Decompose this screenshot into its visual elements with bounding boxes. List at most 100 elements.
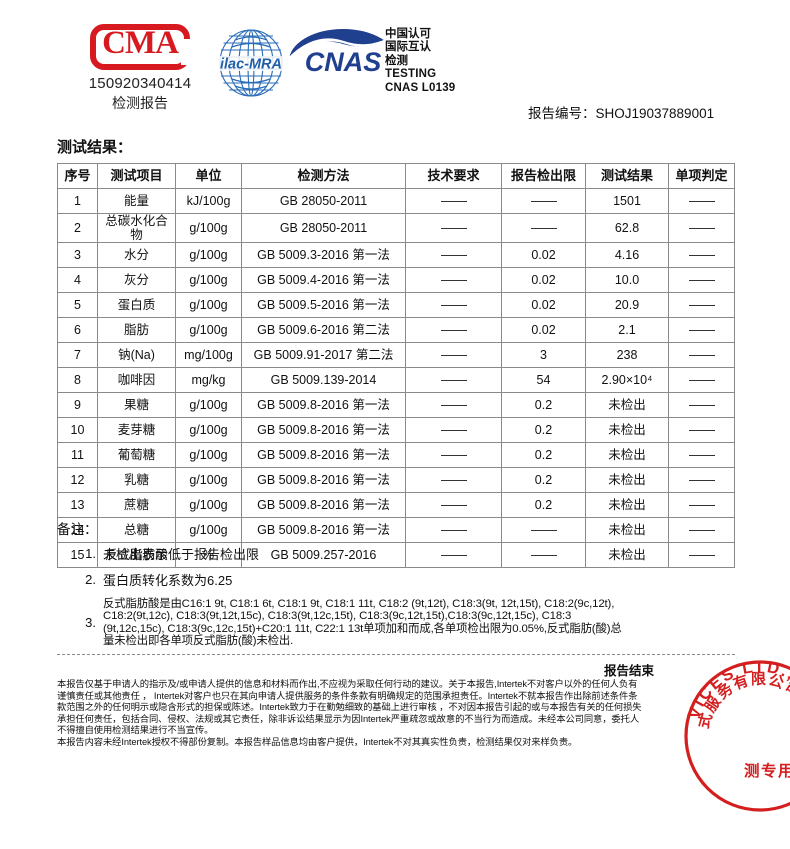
col-header-method: 检测方法 [241, 163, 406, 189]
col-header-no: 序号 [57, 163, 98, 189]
dash-mark [688, 555, 715, 557]
cma-certificate-number: 150920340414 [88, 75, 192, 92]
dash-mark [688, 201, 715, 203]
cell-no: 7 [57, 342, 98, 368]
remark-1-number: 1. [85, 546, 96, 561]
cell-result: 未检出 [585, 442, 669, 468]
cell-unit: g/100g [175, 442, 242, 468]
dash-mark [440, 228, 467, 230]
cnas-text: CNAS [305, 47, 382, 77]
table-row: 6 脂肪 g/100g GB 5009.6-2016 第二法 0.02 2.1 [57, 317, 735, 343]
col-header-requirement: 技术要求 [405, 163, 502, 189]
remarks-title: 备注： [57, 522, 98, 537]
cell-unit: g/100g [175, 517, 242, 543]
cell-verdict [668, 342, 735, 368]
cell-requirement [405, 342, 502, 368]
remarks-section: 备注： 1. 未检出表示低于报告检出限 2. 蛋白质转化系数为6.25 3. 反… [57, 518, 747, 657]
remark-2-text: 蛋白质转化系数为6.25 [103, 573, 233, 588]
cell-result: 未检出 [585, 492, 669, 518]
dash-mark [530, 530, 557, 532]
col-header-result: 测试结果 [585, 163, 669, 189]
table-row: 13 蔗糖 g/100g GB 5009.8-2016 第一法 0.2 未检出 [57, 492, 735, 518]
cell-verdict [668, 317, 735, 343]
cell-unit: g/100g [175, 492, 242, 518]
test-results-table: 序号 测试项目 单位 检测方法 技术要求 报告检出限 测试结果 单项判定 1 能量… [57, 163, 735, 568]
cell-unit: % [175, 542, 242, 568]
cell-method: GB 28050-2011 [241, 213, 406, 243]
cell-result: 62.8 [585, 213, 669, 243]
col-header-item: 测试项目 [97, 163, 176, 189]
cell-result: 238 [585, 342, 669, 368]
dash-mark [440, 380, 467, 382]
table-body: 1 能量 kJ/100g GB 28050-2011 1501 2 总碳水化合物 g/100g… [57, 188, 735, 568]
cell-unit: g/100g [175, 242, 242, 268]
cell-no: 6 [57, 317, 98, 343]
cell-verdict [668, 367, 735, 393]
cell-verdict [668, 442, 735, 468]
dash-mark [440, 255, 467, 257]
remark-3-text: 反式脂肪酸是由C16:1 9t, C18:1 6t, C18:1 9t, C18… [103, 598, 622, 648]
dash-mark [688, 228, 715, 230]
cell-requirement [405, 542, 502, 568]
cell-unit: g/100g [175, 417, 242, 443]
dash-mark [688, 505, 715, 507]
dash-mark [440, 530, 467, 532]
cell-verdict [668, 292, 735, 318]
cell-requirement [405, 367, 502, 393]
dash-mark [440, 555, 467, 557]
cell-no: 10 [57, 417, 98, 443]
cell-item: 灰分 [97, 267, 176, 293]
cell-result: 未检出 [585, 392, 669, 418]
cell-method: GB 28050-2011 [241, 188, 406, 214]
cell-result: 未检出 [585, 542, 669, 568]
test-results-table-wrapper: 序号 测试项目 单位 检测方法 技术要求 报告检出限 测试结果 单项判定 1 能量… [57, 163, 735, 568]
dash-mark [688, 305, 715, 307]
disclaimer-line-1: 本报告仅基于申请人的指示及/或申请人提供的信息和材料而作出,不应视为采取任何行动… [57, 679, 638, 689]
cell-lod: 3 [501, 342, 586, 368]
dash-mark [440, 405, 467, 407]
cell-unit: g/100g [175, 267, 242, 293]
cell-result: 2.1 [585, 317, 669, 343]
table-row: 11 葡萄糖 g/100g GB 5009.8-2016 第一法 0.2 未检出 [57, 442, 735, 468]
cell-method: GB 5009.6-2016 第二法 [241, 317, 406, 343]
cell-method: GB 5009.91-2017 第二法 [241, 342, 406, 368]
cell-requirement [405, 442, 502, 468]
cell-method: GB 5009.8-2016 第一法 [241, 392, 406, 418]
table-row: 8 咖啡因 mg/kg GB 5009.139-2014 54 2.90×10⁴ [57, 367, 735, 393]
col-header-lod: 报告检出限 [501, 163, 586, 189]
cell-lod: 0.2 [501, 492, 586, 518]
cell-verdict [668, 392, 735, 418]
cell-no: 14 [57, 517, 98, 543]
cell-no: 15 [57, 542, 98, 568]
dash-mark [440, 280, 467, 282]
dash-mark [688, 330, 715, 332]
footer-divider [57, 654, 735, 655]
cell-verdict [668, 542, 735, 568]
cell-item: 葡萄糖 [97, 442, 176, 468]
remark-item-2: 2. 蛋白质转化系数为6.25 [57, 572, 747, 589]
table-row: 4 灰分 g/100g GB 5009.4-2016 第一法 0.02 10.0 [57, 267, 735, 293]
cell-item: 蛋白质 [97, 292, 176, 318]
cell-item: 麦芽糖 [97, 417, 176, 443]
cell-requirement [405, 242, 502, 268]
cell-lod: 0.02 [501, 267, 586, 293]
dash-mark [688, 480, 715, 482]
dash-mark [440, 505, 467, 507]
cell-lod: 0.2 [501, 442, 586, 468]
cell-item: 脂肪 [97, 317, 176, 343]
ilac-mra-text: ilac-MRA [220, 57, 282, 73]
col-header-verdict: 单项判定 [668, 163, 735, 189]
cell-unit: kJ/100g [175, 188, 242, 214]
dash-mark [440, 201, 467, 203]
cell-verdict [668, 188, 735, 214]
cell-no: 12 [57, 467, 98, 493]
seal-bottom-text: 测专用章 [744, 761, 790, 780]
cell-lod: 0.02 [501, 242, 586, 268]
col-header-unit: 单位 [175, 163, 242, 189]
table-row: 10 麦芽糖 g/100g GB 5009.8-2016 第一法 0.2 未检出 [57, 417, 735, 443]
table-row: 1 能量 kJ/100g GB 28050-2011 1501 [57, 188, 735, 214]
disclaimer-line-5: 不得擅自使用检测结果进行不当宣传。 [57, 725, 214, 736]
cell-lod: 54 [501, 367, 586, 393]
dash-mark [440, 305, 467, 307]
cell-requirement [405, 188, 502, 214]
